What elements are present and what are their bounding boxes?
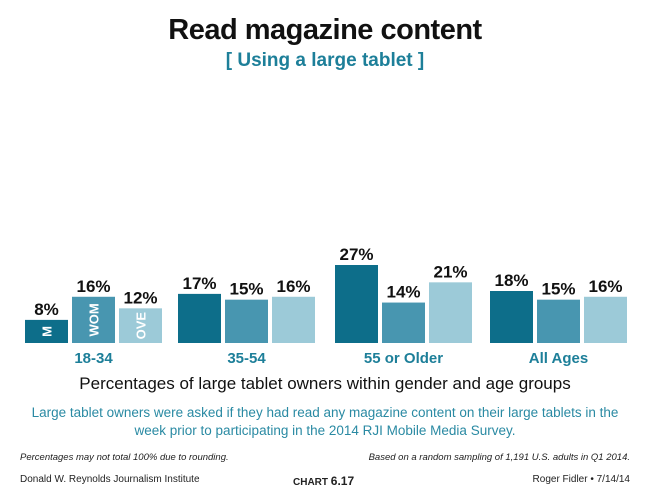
category-label: 35-54 — [227, 350, 266, 367]
value-label: 16% — [588, 277, 622, 296]
value-label: 21% — [433, 262, 467, 281]
bar — [537, 299, 580, 343]
value-label: 16% — [276, 277, 310, 296]
value-label: 15% — [229, 280, 263, 299]
value-label: 16% — [76, 277, 110, 296]
chart-number-value: 6.17 — [330, 474, 355, 488]
bar — [72, 296, 115, 343]
bar — [119, 308, 162, 343]
author-credit: Roger Fidler • 7/14/14 — [532, 474, 630, 485]
category-label: All Ages — [529, 350, 588, 367]
bar-chart: 8% M 16% WOM 12% OVE 18-34 17% 15% 16% 35-54 27% 14%… — [25, 245, 627, 367]
value-label: 12% — [123, 288, 157, 307]
series-label: M — [40, 326, 55, 337]
chart-title: Read magazine content — [168, 14, 482, 46]
bar — [584, 296, 627, 343]
sampling-note: Based on a random sampling of 1,191 U.S.… — [368, 452, 630, 463]
value-label: 15% — [541, 280, 575, 299]
value-label: 8% — [34, 300, 59, 319]
bar — [490, 291, 533, 343]
chart-label: CHART — [293, 477, 328, 488]
bar — [272, 296, 315, 343]
bar — [429, 282, 472, 343]
category-label: 18-34 — [74, 350, 113, 367]
bar — [382, 302, 425, 343]
bar — [335, 265, 378, 343]
chart-subtitle: [ Using a large tablet ] — [225, 50, 425, 71]
institute-credit: Donald W. Reynolds Journalism Institute — [20, 474, 200, 485]
bar — [25, 319, 68, 343]
series-label: WOM — [87, 303, 102, 336]
value-label: 17% — [182, 274, 216, 293]
value-label: 18% — [494, 271, 528, 290]
bar — [225, 299, 268, 343]
chart-number: CHART 6.17 — [293, 474, 354, 488]
rounding-note: Percentages may not total 100% due to ro… — [20, 452, 229, 463]
series-label: OVE — [134, 312, 149, 340]
category-label: 55 or Older — [364, 350, 443, 367]
description: Large tablet owners were asked if they h… — [31, 405, 619, 438]
x-axis-caption: Percentages of large tablet owners withi… — [79, 374, 571, 393]
value-label: 14% — [386, 283, 420, 302]
bar — [178, 293, 221, 343]
value-label: 27% — [339, 245, 373, 264]
